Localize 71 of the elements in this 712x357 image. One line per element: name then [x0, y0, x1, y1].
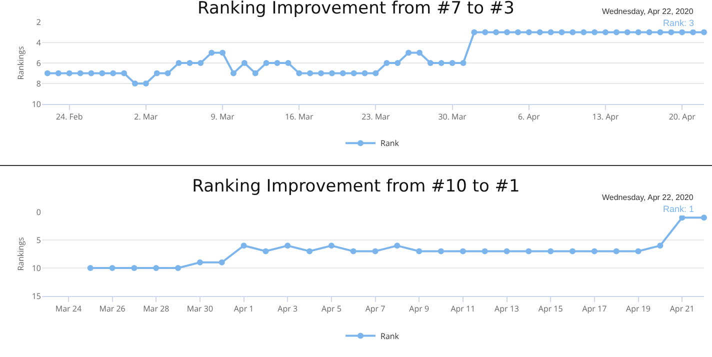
point: [526, 248, 532, 254]
point: [196, 259, 203, 266]
y-tick-label: 4: [36, 37, 42, 48]
x-tick-label: Mar 26: [99, 304, 126, 315]
x-tick-label: Apr 15: [538, 304, 564, 315]
point: [460, 248, 466, 254]
point: [153, 265, 160, 271]
point: [240, 242, 247, 249]
x-tick-label: Apr 9: [409, 304, 430, 315]
annotation: Wednesday, Apr 22, 2020: [602, 7, 694, 16]
point: [350, 248, 356, 254]
legend-label: Rank: [380, 330, 400, 342]
y-axis-title: Rankings: [16, 237, 27, 271]
x-tick-label: 20. Apr: [668, 112, 696, 123]
x-tick-label: Mar 28: [143, 304, 170, 315]
point: [504, 248, 510, 254]
point: [131, 265, 138, 271]
point: [306, 248, 313, 254]
x-tick-label: Apr 3: [278, 304, 298, 315]
point: [438, 248, 444, 254]
x-tick-label: Apr 19: [626, 304, 651, 315]
point: [657, 242, 664, 249]
x-tick-label: 23. Mar: [362, 112, 391, 123]
point: [87, 265, 94, 271]
x-tick-label: 9. Mar: [210, 112, 236, 123]
legend-label: Rank: [380, 138, 400, 150]
point: [635, 248, 642, 254]
y-tick-label: 10: [32, 262, 42, 274]
point: [284, 242, 291, 249]
y-axis-title: Rankings: [16, 46, 27, 80]
x-tick-label: Apr 5: [322, 304, 342, 315]
x-tick-label: Apr 17: [582, 304, 608, 315]
point: [175, 265, 182, 271]
x-tick-label: 30. Mar: [438, 112, 468, 123]
y-tick-label: 0: [36, 206, 42, 218]
x-tick-label: Apr 11: [450, 304, 476, 315]
x-tick-label: Apr 21: [670, 304, 694, 315]
x-tick-label: Apr 1: [234, 304, 254, 315]
point: [394, 242, 400, 249]
x-tick-label: 16. Mar: [285, 112, 314, 123]
x-tick-label: 6. Apr: [518, 112, 541, 123]
point: [613, 248, 620, 254]
point: [416, 248, 422, 254]
point: [591, 248, 598, 254]
x-tick-label: 2. Mar: [134, 112, 159, 123]
x-tick-label: 13. Apr: [592, 112, 620, 123]
annotation: Rank: 1: [663, 204, 694, 214]
chart-title: Ranking Improvement from #7 to #3: [198, 0, 514, 19]
y-tick-label: 2: [36, 16, 42, 28]
y-tick-label: 8: [36, 78, 42, 90]
point: [701, 214, 707, 221]
y-tick-label: 6: [36, 58, 42, 69]
point: [570, 248, 576, 254]
point: [372, 248, 378, 254]
point: [262, 248, 269, 254]
x-tick-label: Apr 7: [365, 304, 386, 315]
chart-title: Ranking Improvement from #10 to #1: [192, 176, 520, 196]
x-tick-label: Mar 30: [186, 304, 214, 315]
point: [218, 259, 225, 266]
annotation: Rank: 3: [663, 18, 694, 28]
point: [328, 242, 334, 249]
annotation: Wednesday, Apr 22, 2020: [602, 193, 694, 202]
y-tick-label: 5: [36, 234, 42, 246]
point: [109, 265, 116, 271]
x-tick-label: Apr 13: [494, 304, 520, 315]
point: [548, 248, 554, 254]
x-tick-label: Mar 24: [55, 304, 82, 315]
y-tick-label: 10: [32, 98, 42, 110]
point: [482, 248, 488, 254]
y-tick-label: 15: [32, 290, 42, 302]
x-tick-label: 24. Feb: [56, 112, 83, 123]
